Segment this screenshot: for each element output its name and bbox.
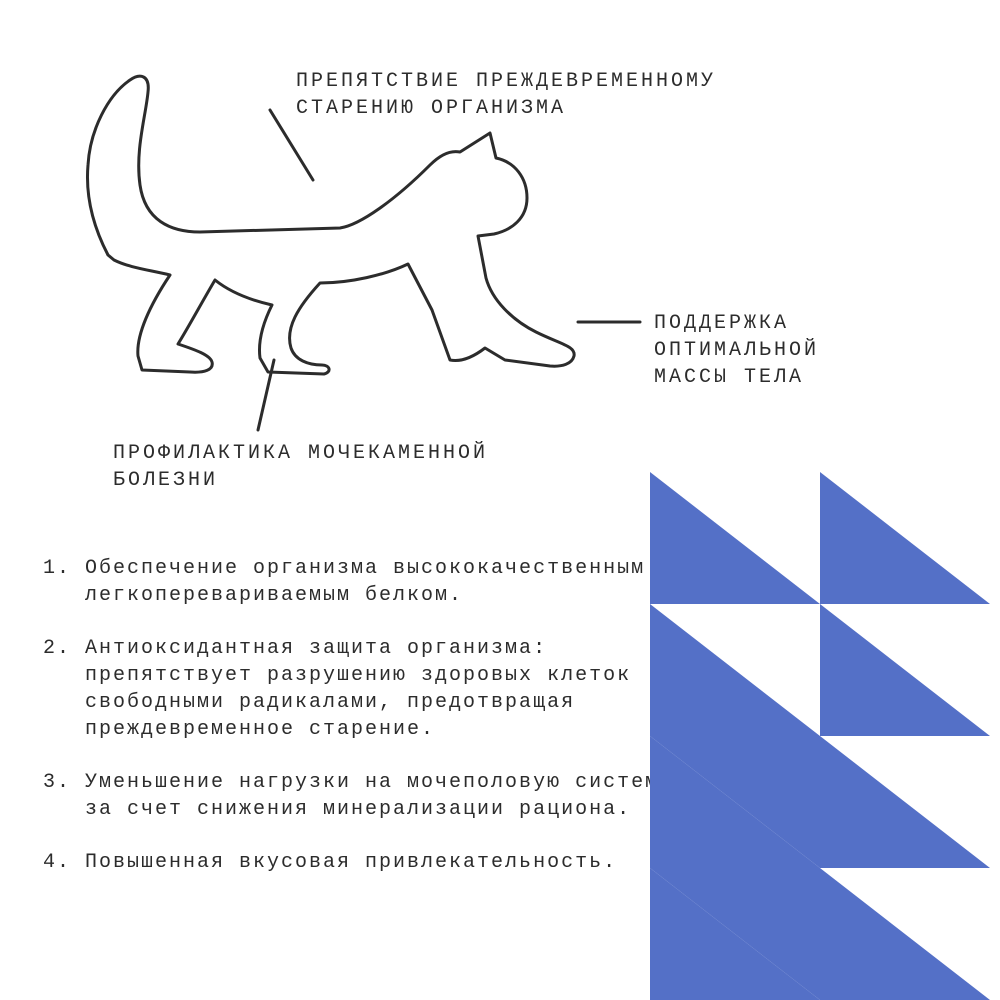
list-item: Повышенная вкусовая привлекательность. xyxy=(85,849,695,876)
triangle-bl-icon xyxy=(650,472,820,604)
triangle-tr-icon xyxy=(650,868,820,1000)
label-bottom: ПРОФИЛАКТИКА МОЧЕКАМЕННОЙ БОЛЕЗНИ xyxy=(113,440,488,494)
label-top: ПРЕПЯТСТВИЕ ПРЕЖДЕВРЕМЕННОМУ СТАРЕНИЮ ОР… xyxy=(296,68,716,122)
benefits-list: Обеспечение организма высококачественным… xyxy=(55,555,695,902)
infographic-canvas: { "type": "infographic", "background_col… xyxy=(0,0,1000,1000)
list-item: Антиоксидантная защита организма: препят… xyxy=(85,635,695,743)
triangle-pattern xyxy=(650,472,990,1000)
list-item: Обеспечение организма высококачественным… xyxy=(85,555,695,609)
triangle-bl-icon xyxy=(820,868,990,1000)
list-item: Уменьшение нагрузки на мочеполовую систе… xyxy=(85,769,695,823)
label-right: ПОДДЕРЖКА ОПТИМАЛЬНОЙ МАССЫ ТЕЛА xyxy=(654,310,819,391)
triangle-bl-icon xyxy=(650,604,820,736)
callout-lines xyxy=(258,110,640,430)
triangle-tr-icon xyxy=(650,736,820,868)
triangle-bl-icon xyxy=(820,472,990,604)
triangle-bl-icon xyxy=(820,736,990,868)
triangle-bl-icon xyxy=(820,604,990,736)
